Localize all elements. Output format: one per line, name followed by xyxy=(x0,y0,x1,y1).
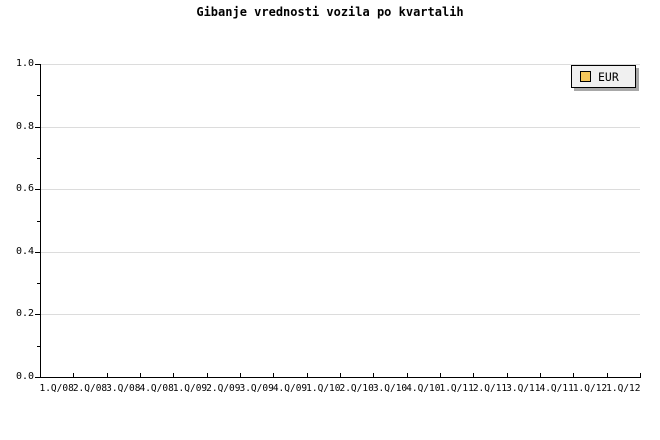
x-axis-tick-label: 3.Q/09 xyxy=(239,383,274,394)
y-axis-tick xyxy=(35,127,40,128)
x-axis-tick xyxy=(407,373,408,377)
x-axis-tick-label: 3.Q/10 xyxy=(372,383,408,394)
legend: EUR xyxy=(571,65,636,88)
x-axis-tick xyxy=(373,373,374,377)
legend-label-eur: EUR xyxy=(598,69,619,84)
x-axis-tick-label: 1.Q/12 xyxy=(572,383,608,394)
x-axis-tick-label: 1.Q/08 xyxy=(39,383,74,394)
y-gridline xyxy=(40,64,640,65)
y-axis-minor-tick xyxy=(37,283,40,284)
x-axis-tick-label: 1.Q/09 xyxy=(172,383,208,394)
x-axis-tick-label: 4.Q/09 xyxy=(272,383,308,394)
x-axis-tick xyxy=(473,373,474,377)
x-axis-tick-label: 2.Q/11 xyxy=(472,383,508,394)
x-axis-tick xyxy=(540,373,541,377)
x-axis-tick xyxy=(340,373,341,377)
y-axis-tick xyxy=(35,377,40,378)
x-axis-tick-label: 4.Q/11 xyxy=(539,383,574,394)
y-gridline xyxy=(40,127,640,128)
y-axis-tick-label: 1.0 xyxy=(15,58,34,69)
x-axis-tick xyxy=(173,373,174,377)
chart-title: Gibanje vrednosti vozila po kvartalih xyxy=(196,5,464,19)
x-axis-tick-label: 4.Q/08 xyxy=(139,383,174,394)
x-axis-tick xyxy=(640,373,641,377)
x-axis-tick xyxy=(507,373,508,377)
y-gridline xyxy=(40,189,640,190)
y-axis-tick xyxy=(35,252,40,253)
x-axis-tick-label: 1.Q/10 xyxy=(306,383,341,394)
x-axis-tick-label: 1.Q/11 xyxy=(439,383,474,394)
y-axis-tick xyxy=(35,189,40,190)
legend-swatch-eur xyxy=(580,71,591,82)
x-axis-tick-label: 2.Q/10 xyxy=(339,383,374,394)
x-axis-tick-label: 1.Q/12 xyxy=(606,383,641,394)
y-axis-minor-tick xyxy=(37,95,40,96)
x-axis-tick-label: 2.Q/08 xyxy=(72,383,108,394)
y-axis-tick-label: 0.8 xyxy=(15,121,34,132)
x-axis-tick-label: 2.Q/09 xyxy=(206,383,241,394)
x-axis-tick xyxy=(573,373,574,377)
x-axis-tick xyxy=(140,373,141,377)
x-axis-tick-label: 3.Q/08 xyxy=(106,383,141,394)
y-axis-line xyxy=(40,64,41,378)
y-axis-minor-tick xyxy=(37,158,40,159)
x-axis-tick xyxy=(207,373,208,377)
y-axis-tick xyxy=(35,314,40,315)
y-axis-tick-label: 0.0 xyxy=(15,371,34,382)
y-axis-minor-tick xyxy=(37,346,40,347)
y-axis-tick xyxy=(35,64,40,65)
y-axis-minor-tick xyxy=(37,221,40,222)
x-axis-tick xyxy=(440,373,441,377)
x-axis-tick-label: 3.Q/11 xyxy=(506,383,541,394)
x-axis-line xyxy=(40,377,641,378)
y-gridline xyxy=(40,314,640,315)
y-axis-tick-label: 0.6 xyxy=(15,183,34,194)
y-axis-tick-label: 0.2 xyxy=(15,308,34,319)
y-axis-tick-label: 0.4 xyxy=(15,246,34,257)
y-gridline xyxy=(40,252,640,253)
x-axis-tick xyxy=(607,373,608,377)
x-axis-tick xyxy=(107,373,108,377)
x-axis-tick xyxy=(73,373,74,377)
x-axis-tick xyxy=(307,373,308,377)
x-axis-tick xyxy=(273,373,274,377)
x-axis-tick xyxy=(240,373,241,377)
x-axis-tick-label: 4.Q/10 xyxy=(406,383,441,394)
